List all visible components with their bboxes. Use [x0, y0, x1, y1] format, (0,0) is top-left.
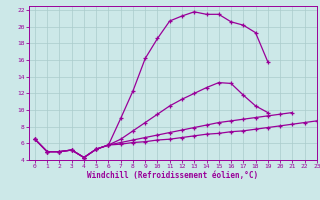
X-axis label: Windchill (Refroidissement éolien,°C): Windchill (Refroidissement éolien,°C) [87, 171, 258, 180]
